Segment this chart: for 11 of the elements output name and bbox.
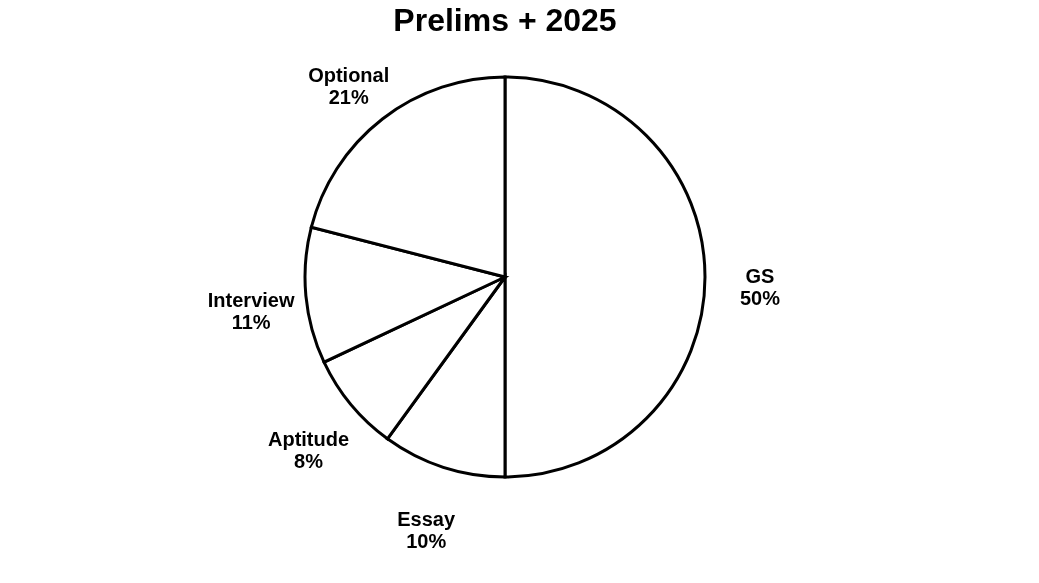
slice-label: Aptitude (267, 427, 350, 450)
chart-title: Prelims + 2025 (393, 2, 617, 38)
data-label: 21% (328, 85, 369, 108)
slice-label: Interview (207, 289, 295, 311)
data-label: 8% (294, 449, 324, 472)
slice-label: GS (745, 265, 775, 287)
slice-label: Essay (397, 507, 456, 530)
data-label: 11% (231, 311, 271, 333)
data-label: 50% (739, 287, 781, 309)
data-label: 10% (406, 529, 447, 552)
slice-label: Optional (308, 63, 390, 86)
